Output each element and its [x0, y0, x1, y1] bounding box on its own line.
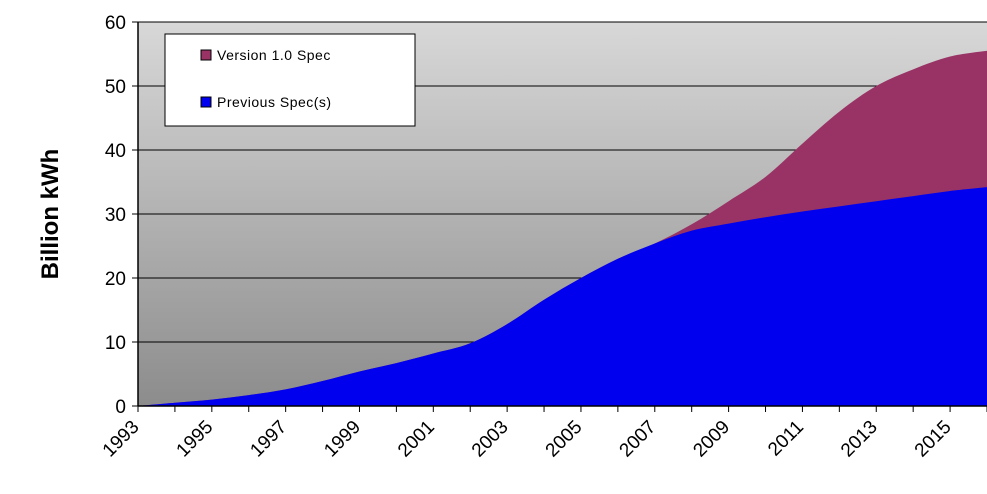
y-tick-label-50: 50 [105, 77, 126, 98]
x-tick-label-1997: 1997 [246, 417, 291, 462]
x-tick-label-1995: 1995 [173, 417, 218, 462]
legend-label-version-1-0-spec: Version 1.0 Spec [217, 47, 331, 63]
area-previous-specs [138, 187, 987, 406]
y-tick-label-20: 20 [105, 269, 126, 290]
x-tick-label-2015: 2015 [911, 417, 956, 462]
legend-label-previous-specs: Previous Spec(s) [217, 94, 332, 110]
y-axis-ticks: 0 10 20 30 40 50 60 [105, 13, 138, 418]
x-axis-ticks: 1993 1995 1997 1999 2001 2003 2005 2007 2009 2011… [99, 406, 987, 461]
y-axis-label: Billion kWh [37, 149, 64, 280]
x-tick-label-2001: 2001 [394, 417, 439, 462]
legend-box [164, 33, 416, 127]
x-tick-label-2011: 2011 [764, 417, 808, 461]
x-tick-label-1993: 1993 [99, 417, 144, 462]
y-tick-label-40: 40 [105, 141, 126, 162]
y-tick-label-10: 10 [105, 333, 126, 354]
legend: Version 1.0 Spec Previous Spec(s) [164, 33, 416, 127]
series-areas [138, 50, 987, 407]
x-tick-label-2003: 2003 [468, 417, 513, 462]
legend-swatch-previous-specs [200, 96, 212, 108]
x-tick-label-1999: 1999 [320, 417, 365, 462]
x-tick-label-2013: 2013 [837, 417, 882, 462]
gridlines [138, 21, 987, 343]
x-tick-label-2009: 2009 [689, 417, 734, 462]
x-tick-label-2005: 2005 [542, 417, 587, 462]
y-tick-label-60: 60 [105, 13, 126, 34]
y-tick-label-30: 30 [105, 205, 126, 226]
legend-swatch-version-1-0-spec [200, 49, 212, 61]
y-tick-label-0: 0 [115, 397, 126, 418]
x-tick-label-2007: 2007 [616, 417, 661, 462]
